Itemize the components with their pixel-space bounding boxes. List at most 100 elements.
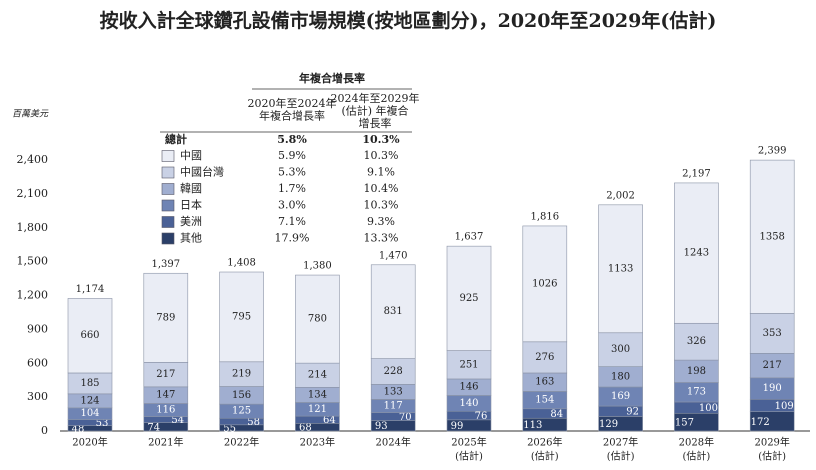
table-value: 5.3%: [278, 166, 306, 179]
table-value: 9.1%: [367, 166, 395, 179]
chart-title: 按收入計全球鑽孔設備市場規模(按地區劃分)，2020年至2029年(估計): [100, 9, 717, 32]
data-label: 169: [611, 391, 630, 402]
data-label: 154: [535, 395, 554, 406]
data-label: 64: [323, 415, 336, 426]
data-label: 104: [80, 408, 99, 419]
data-label: 109: [775, 401, 794, 412]
legend-swatch: [161, 166, 175, 179]
table-value: 10.3%: [364, 199, 399, 212]
table-value: 7.1%: [278, 215, 306, 228]
table-value: 5.9%: [278, 149, 306, 162]
data-label: 795: [232, 311, 251, 322]
legend-swatch: [161, 216, 175, 228]
y-tick-label: 900: [27, 322, 48, 335]
table-total-value: 5.8%: [277, 133, 307, 146]
total-label: 1,408: [227, 258, 256, 269]
total-label: 1,637: [455, 232, 484, 243]
table-value: 9.3%: [367, 215, 395, 228]
x-tick-label: 2024年: [375, 436, 410, 449]
data-label: 113: [523, 420, 542, 431]
bar-segment: [598, 204, 643, 334]
data-label: 163: [535, 377, 554, 388]
table-total-label: 總計: [165, 132, 187, 146]
y-unit-label: 百萬美元: [12, 109, 49, 120]
x-tick-note: (估計): [531, 450, 559, 463]
data-label: 180: [611, 371, 630, 382]
y-tick-label: 1,800: [17, 221, 49, 234]
data-label: 129: [599, 419, 618, 430]
y-tick-label: 2,400: [17, 153, 49, 166]
data-label: 92: [626, 407, 639, 418]
y-tick-label: 0: [41, 424, 48, 437]
data-label: 217: [763, 360, 782, 371]
data-label: 125: [232, 406, 251, 417]
legend-label: 美洲: [180, 215, 202, 228]
x-tick-note: (估計): [758, 450, 786, 463]
data-label: 93: [375, 421, 388, 432]
bar-segment: [219, 271, 264, 363]
data-label: 121: [308, 404, 327, 415]
x-tick-label: 2028年: [679, 436, 714, 449]
data-label: 140: [459, 398, 478, 409]
bar-segment: [143, 362, 189, 388]
legend-label: 韓國: [180, 182, 202, 195]
data-label: 831: [384, 306, 403, 317]
data-label: 58: [247, 417, 260, 428]
table-value: 10.3%: [364, 149, 399, 162]
table-value: 10.4%: [364, 182, 399, 195]
data-label: 660: [80, 330, 99, 341]
table-total-value: 10.3%: [362, 133, 400, 146]
data-label: 99: [451, 421, 464, 432]
bar-segment: [370, 358, 416, 385]
total-label: 1,816: [530, 211, 559, 222]
data-label: 1358: [759, 231, 784, 242]
data-label: 54: [171, 415, 184, 426]
data-label: 172: [751, 417, 770, 428]
bar-segment: [522, 225, 568, 343]
bar-segment: [295, 362, 340, 388]
x-tick-label: 2022年: [224, 436, 259, 449]
total-label: 1,380: [303, 261, 332, 272]
data-label: 74: [147, 422, 160, 433]
x-tick-label: 2020年: [72, 436, 107, 449]
data-label: 55: [223, 423, 236, 434]
data-label: 1133: [608, 263, 633, 274]
total-label: 2,197: [682, 168, 711, 179]
legend-swatch: [161, 232, 175, 245]
data-label: 133: [384, 386, 403, 397]
data-label: 76: [475, 411, 488, 422]
table-value: 1.7%: [278, 182, 306, 195]
data-label: 300: [611, 344, 630, 355]
bar-segment: [674, 322, 719, 361]
total-label: 1,470: [379, 251, 408, 262]
bar-segment: [674, 182, 719, 324]
bar-segment: [749, 159, 795, 314]
data-label: 780: [308, 314, 327, 325]
table-value: 3.0%: [278, 199, 306, 212]
total-label: 2,399: [758, 146, 787, 157]
data-label: 190: [763, 383, 782, 394]
x-tick-label: 2023年: [300, 436, 335, 449]
data-label: 147: [156, 390, 175, 401]
legend-label: 中國台灣: [180, 165, 224, 179]
data-label: 219: [232, 369, 251, 380]
bar-segment: [370, 264, 416, 359]
legend-label: 其他: [180, 232, 202, 245]
legend-swatch: [161, 183, 175, 195]
bar-segment: [749, 313, 795, 354]
legend-swatch: [161, 150, 175, 162]
bar-segment: [143, 272, 189, 363]
x-tick-label: 2027年: [603, 436, 638, 449]
data-label: 276: [535, 352, 554, 363]
table-value: 17.9%: [275, 232, 310, 245]
legend-label: 中國: [180, 149, 202, 162]
x-tick-label: 2025年: [451, 436, 486, 449]
data-label: 326: [687, 336, 706, 347]
x-tick-note: (估計): [682, 450, 710, 463]
data-label: 1243: [684, 248, 709, 259]
table-value: 13.3%: [364, 232, 399, 245]
table-column-header: 年複合增長率: [259, 109, 325, 123]
y-tick-label: 1,500: [17, 255, 49, 268]
x-tick-note: (估計): [607, 450, 635, 463]
data-label: 117: [384, 400, 403, 411]
